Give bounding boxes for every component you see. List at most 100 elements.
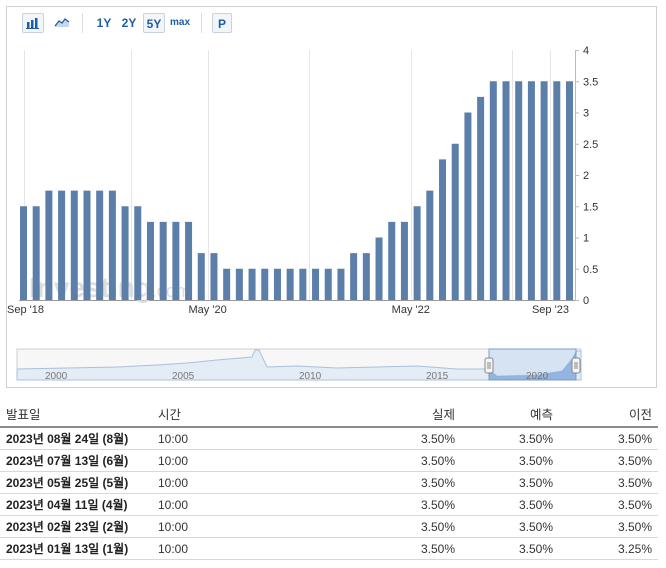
bar[interactable]	[337, 268, 345, 300]
row-forecast: 3.50%	[461, 537, 559, 560]
row-forecast: 3.50%	[461, 449, 559, 472]
bar[interactable]	[540, 81, 548, 300]
bar[interactable]	[146, 221, 154, 300]
bar[interactable]	[477, 96, 485, 300]
bar[interactable]	[121, 206, 129, 300]
row-time: 10:00	[152, 449, 254, 472]
navigator-year-label: 2020	[526, 371, 549, 382]
navigator-left-handle[interactable]	[484, 357, 494, 374]
navigator-year-label: 2010	[299, 371, 322, 382]
bar[interactable]	[350, 253, 358, 300]
bar[interactable]	[312, 268, 320, 300]
y-tick-label: 0	[583, 295, 589, 307]
row-release-date: 2023년 05월 25일 (5월)	[0, 471, 152, 494]
row-release-date: 2023년 08월 24일 (8월)	[0, 427, 152, 450]
bar[interactable]	[32, 206, 40, 300]
toolbar-divider	[201, 13, 202, 33]
row-release-date: 2023년 02월 23일 (2월)	[0, 515, 152, 538]
bar[interactable]	[566, 81, 573, 300]
navigator-year-label: 2000	[45, 371, 68, 382]
bar[interactable]	[286, 268, 294, 300]
bar[interactable]	[70, 190, 78, 300]
row-release-date: 2023년 04월 11일 (4월)	[0, 493, 152, 516]
bar[interactable]	[83, 190, 91, 300]
row-release-date: 2023년 07월 13일 (6월)	[0, 449, 152, 472]
bar[interactable]	[388, 221, 396, 300]
bar[interactable]	[400, 221, 408, 300]
bars	[20, 81, 573, 300]
print-button[interactable]: P	[212, 13, 232, 33]
bar[interactable]	[197, 253, 205, 300]
range-2y-button[interactable]: 2Y	[121, 16, 137, 30]
bar[interactable]	[375, 237, 383, 301]
bar[interactable]	[413, 206, 421, 300]
bar[interactable]	[426, 190, 434, 300]
row-previous: 3.50%	[559, 493, 658, 516]
row-previous: 3.50%	[559, 515, 658, 538]
chart-panel: 1Y 2Y 5Y max P Investing.com 43.532.521.…	[6, 6, 657, 388]
bar[interactable]	[439, 159, 447, 300]
bar[interactable]	[527, 81, 535, 300]
range-1y-button[interactable]: 1Y	[96, 16, 112, 30]
row-actual: 3.50%	[254, 471, 461, 494]
bar[interactable]	[261, 268, 269, 300]
bar[interactable]	[134, 206, 142, 300]
bar[interactable]	[299, 268, 307, 300]
x-tick-label: May '22	[392, 304, 430, 316]
range-5y-button[interactable]: 5Y	[143, 13, 165, 33]
header-release-date: 발표일	[0, 400, 152, 428]
row-time: 10:00	[152, 493, 254, 516]
range-navigator[interactable]: 2000 2005 2010 2015 2020	[7, 319, 658, 387]
row-time: 10:00	[152, 471, 254, 494]
bar[interactable]	[58, 190, 66, 300]
row-actual: 3.50%	[254, 493, 461, 516]
bar[interactable]	[451, 143, 459, 300]
range-max-button[interactable]: max	[169, 17, 190, 28]
bar[interactable]	[108, 190, 116, 300]
bar[interactable]	[223, 268, 231, 300]
bar[interactable]	[553, 81, 561, 300]
y-tick-label: 4	[583, 45, 589, 57]
bar[interactable]	[464, 112, 472, 301]
area-chart-button[interactable]	[51, 13, 73, 33]
bar[interactable]	[324, 268, 332, 300]
row-time: 10:00	[152, 515, 254, 538]
header-actual: 실제	[254, 400, 461, 428]
grid-lines	[19, 50, 576, 301]
table-row: 2023년 08월 24일 (8월) 10:00 3.50% 3.50% 3.50%	[0, 427, 658, 450]
bar[interactable]	[235, 268, 243, 300]
bar[interactable]	[159, 221, 167, 300]
bar-chart-icon	[26, 18, 39, 29]
navigator-year-label: 2005	[172, 371, 195, 382]
row-time: 10:00	[152, 427, 254, 450]
bar[interactable]	[515, 81, 523, 300]
bar[interactable]	[185, 221, 193, 300]
bar[interactable]	[489, 81, 497, 300]
release-history-table: 발표일 시간 실제 예측 이전 2023년 08월 24일 (8월) 10:00 3…	[0, 400, 658, 560]
y-axis: 4 3.5 3 2.5 2 1.5 1 0.5 0	[575, 45, 598, 307]
navigator-right-handle[interactable]	[571, 357, 581, 374]
bar[interactable]	[502, 81, 510, 300]
table-row: 2023년 07월 13일 (6월) 10:00 3.50% 3.50% 3.50%	[0, 449, 658, 472]
bar[interactable]	[273, 268, 281, 300]
bar[interactable]	[210, 253, 218, 300]
navigator-year-label: 2015	[426, 371, 449, 382]
y-tick-label: 2	[583, 170, 589, 182]
navigator-selected-series	[489, 351, 576, 380]
bar[interactable]	[172, 221, 180, 300]
row-forecast: 3.50%	[461, 493, 559, 516]
bar[interactable]	[362, 253, 370, 300]
row-previous: 3.50%	[559, 427, 658, 450]
y-tick-label: 3.5	[583, 76, 598, 88]
bar[interactable]	[96, 190, 104, 300]
x-tick-label: Sep '23	[532, 304, 569, 316]
bar[interactable]	[248, 268, 256, 300]
bar-chart-button[interactable]	[22, 13, 44, 33]
bar[interactable]	[45, 190, 53, 300]
toolbar-divider	[82, 13, 83, 33]
y-tick-label: 0.5	[583, 264, 598, 276]
row-actual: 3.50%	[254, 449, 461, 472]
bar[interactable]	[20, 206, 27, 300]
row-forecast: 3.50%	[461, 515, 559, 538]
